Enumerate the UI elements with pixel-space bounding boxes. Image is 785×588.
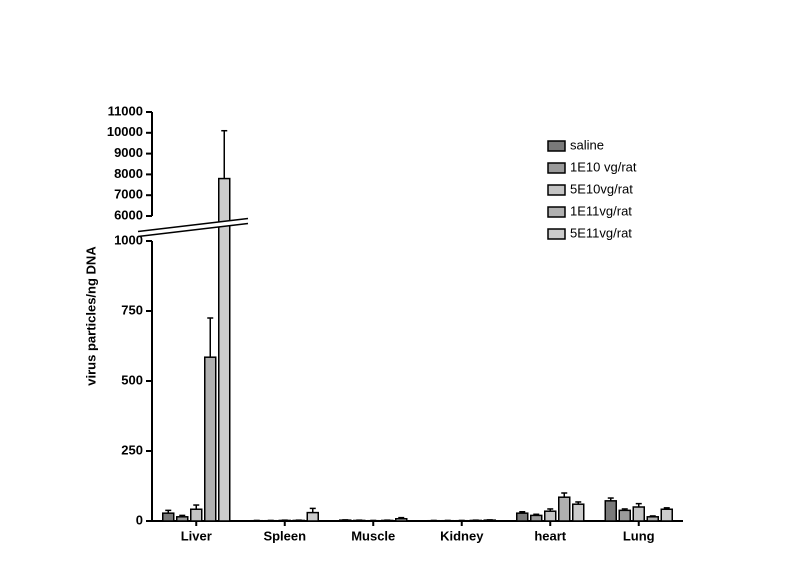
bar [278,519,291,522]
x-tick-label: Muscle [351,528,395,543]
y-tick-label: 250 [121,442,143,457]
legend-swatch [547,140,566,152]
y-tick-label: 11000 [108,103,143,118]
axis-break-line [137,217,249,233]
bar [469,519,482,522]
bar [544,510,557,522]
y-tick-label: 0 [136,512,143,527]
bar [218,177,231,522]
bar [264,519,277,522]
legend-label: saline [570,137,604,152]
bar [604,500,617,522]
legend-label: 5E10vg/rat [570,181,633,196]
bar [516,512,529,522]
bar [618,509,631,522]
bar [353,519,366,522]
y-axis-label: virus particles/ng DNA [83,246,98,386]
x-tick-label: Lung [623,528,655,543]
x-tick-label: heart [534,528,566,543]
bar [660,508,673,522]
y-tick-label: 6000 [114,207,143,222]
x-tick-label: Spleen [263,528,306,543]
legend-swatch [547,228,566,240]
y-tick-label: 750 [121,302,143,317]
bar [381,519,394,522]
bar [530,514,543,522]
bar [176,516,189,522]
bar [441,519,454,522]
legend-swatch [547,162,566,174]
axis-break-line [137,222,249,238]
legend-swatch [547,206,566,218]
bar [395,518,408,522]
bar [367,519,380,522]
bar [162,512,175,522]
y-tick-label: 10000 [107,124,143,139]
y-tick-label: 9000 [114,145,143,160]
x-tick-label: Liver [181,528,212,543]
bar [306,511,319,522]
y-tick-label: 7000 [114,187,143,202]
legend-label: 1E10 vg/rat [570,159,637,174]
legend-label: 1E11vg/rat [570,203,632,218]
y-tick-label: 500 [121,372,143,387]
x-tick-label: Kidney [440,528,484,543]
bar [455,519,468,522]
axis-break [138,218,248,237]
y-tick-label: 8000 [114,166,143,181]
bar [558,496,571,522]
bar [204,356,217,522]
bar [427,519,440,522]
legend-label: 5E11vg/rat [570,225,632,240]
bar [250,519,263,522]
legend-swatch [547,184,566,196]
bar [572,503,585,522]
bar [292,519,305,522]
bar [483,519,496,522]
bar [646,516,659,522]
bar [190,508,203,522]
y-tick-label: 1000 [114,232,143,247]
bar [339,519,352,522]
bar [632,506,645,522]
